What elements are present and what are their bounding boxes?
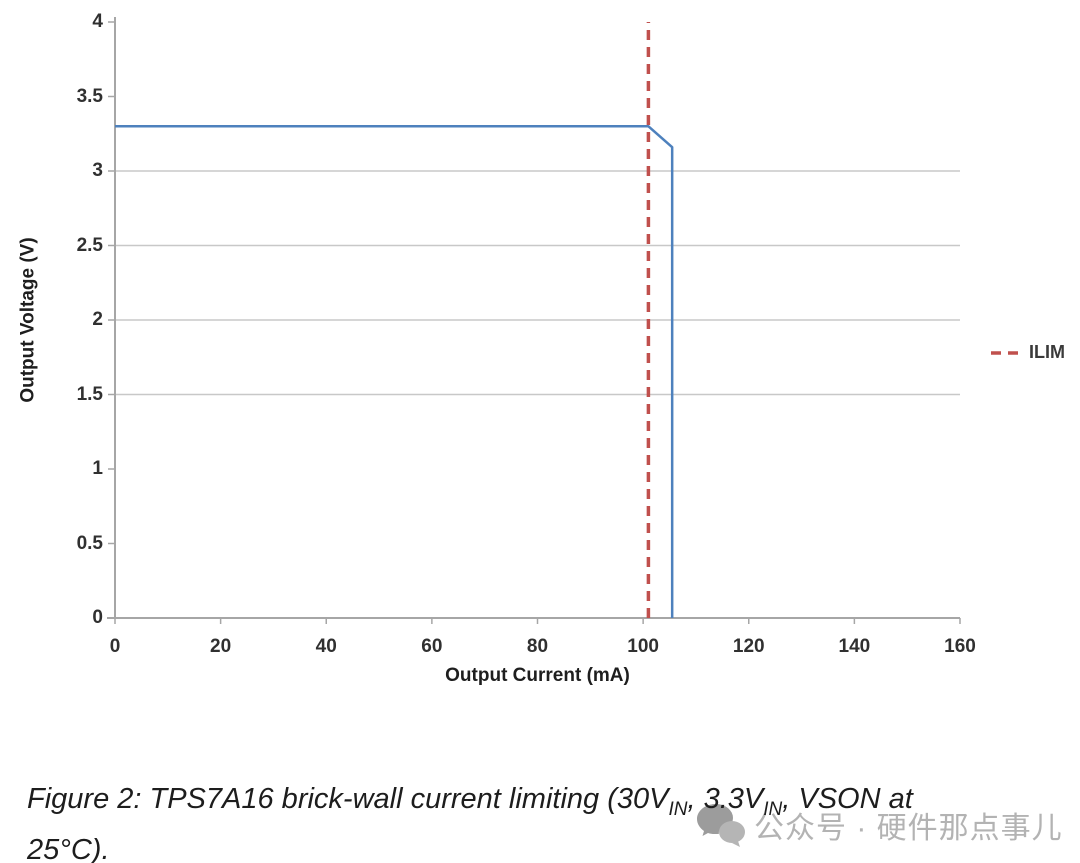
legend-dash-sample bbox=[991, 350, 1021, 355]
legend: ILIM bbox=[991, 342, 1065, 363]
x-axis-title: Output Current (mA) bbox=[445, 665, 630, 686]
y-axis-title: Output Voltage (V) bbox=[18, 237, 40, 403]
caption-part3: , VSON at bbox=[782, 783, 913, 815]
caption-sub2: IN bbox=[763, 799, 783, 820]
x-tick-label: 140 bbox=[838, 636, 871, 657]
caption-line-2: 25°C). bbox=[27, 834, 110, 863]
y-axis-title-wrap: Output Voltage (V) bbox=[8, 22, 50, 618]
y-tick-label: 1.5 bbox=[76, 383, 103, 405]
caption-line-1: Figure 2: TPS7A16 brick-wall current lim… bbox=[27, 779, 913, 830]
y-tick-label: 4 bbox=[92, 11, 103, 32]
x-tick-label: 20 bbox=[210, 636, 232, 657]
caption-part2: , 3.3V bbox=[687, 783, 764, 815]
y-tick-label: 0.5 bbox=[76, 532, 103, 554]
x-tick-label: 60 bbox=[421, 636, 443, 657]
y-tick-label: 0 bbox=[92, 607, 103, 628]
caption-sub1: IN bbox=[668, 799, 688, 820]
y-tick-label: 3 bbox=[92, 160, 103, 181]
x-tick-label: 40 bbox=[315, 636, 337, 657]
watermark: 公众号 · 硬件那点事儿 bbox=[696, 802, 1063, 848]
voltage-current-chart: Output Voltage (V) Output Current (mA) 0… bbox=[8, 11, 1065, 686]
watermark-text: 公众号 · 硬件那点事儿 bbox=[754, 812, 1063, 845]
wechat-icon bbox=[697, 804, 745, 847]
x-tick-label: 80 bbox=[526, 636, 549, 657]
y-tick-label: 2.5 bbox=[76, 234, 103, 256]
legend-label-ilim: ILIM bbox=[1029, 342, 1065, 362]
y-tick-label: 2 bbox=[92, 309, 103, 330]
y-tick-label: 1 bbox=[92, 458, 103, 479]
x-tick-label: 0 bbox=[109, 636, 121, 657]
x-tick-label: 160 bbox=[944, 636, 976, 657]
x-tick-label: 100 bbox=[627, 636, 659, 657]
figure-caption: Figure 2: TPS7A16 brick-wall current lim… bbox=[27, 779, 913, 863]
plot-svg bbox=[107, 17, 961, 624]
series-output-voltage bbox=[115, 125, 674, 618]
y-tick-label: 3.5 bbox=[76, 85, 103, 107]
x-tick-label: 120 bbox=[732, 636, 765, 657]
caption-part1: Figure 2: TPS7A16 brick-wall current lim… bbox=[27, 783, 669, 815]
